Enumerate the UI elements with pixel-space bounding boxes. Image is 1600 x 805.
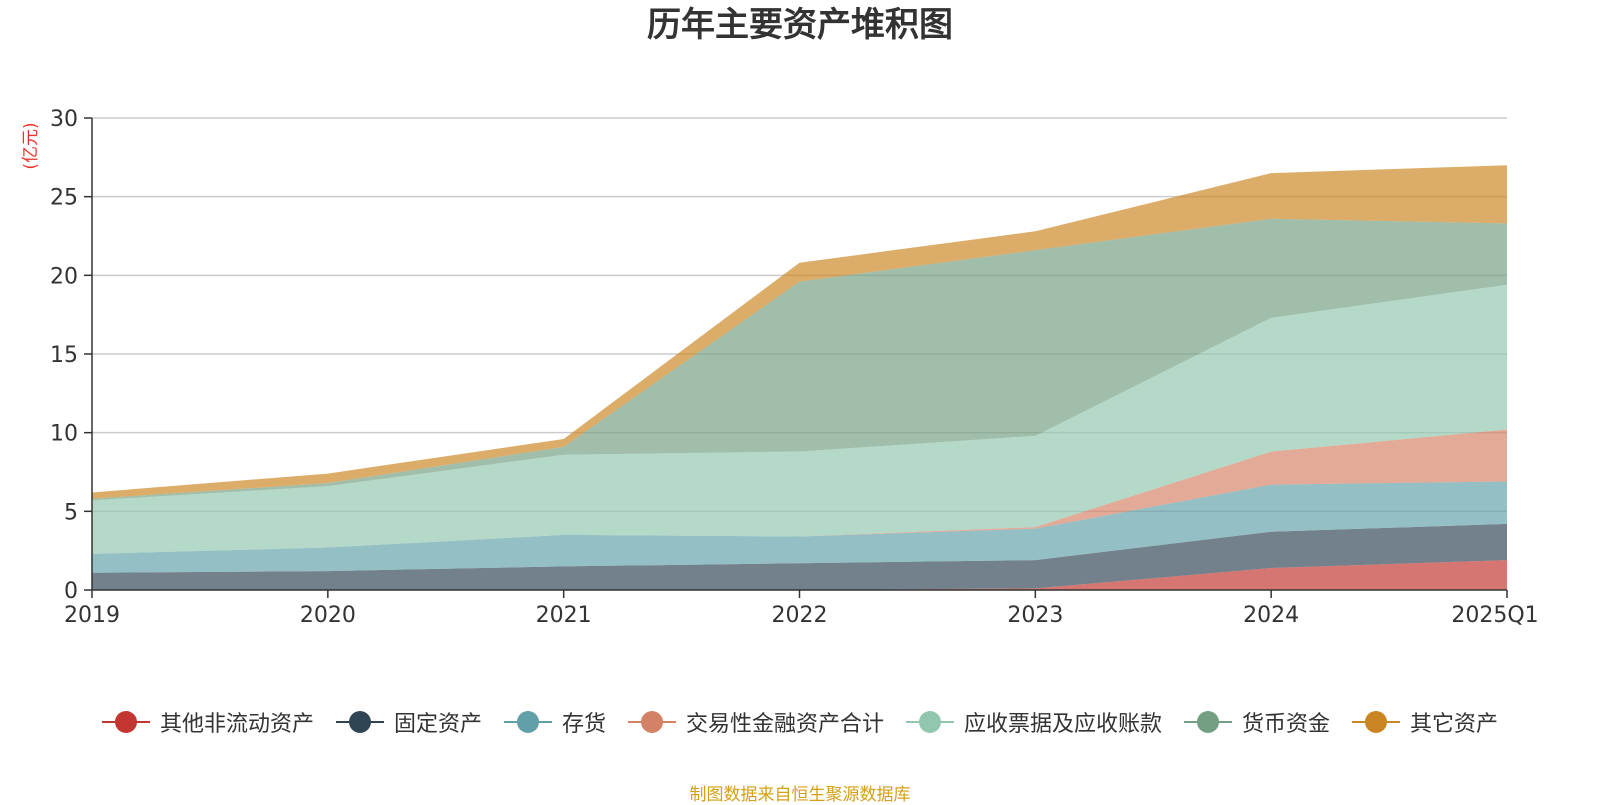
chart-legend: 其他非流动资产 固定资产 存货 交易性金融资产合计 应收票据及应收账款 货币资金 其它资产: [0, 706, 1600, 738]
y-axis-unit-label: (亿元): [21, 122, 41, 169]
x-tick-label: 2023: [1007, 603, 1063, 628]
y-tick-label: 15: [50, 343, 78, 368]
area-series-货币资金[interactable]: [92, 218, 1507, 501]
legend-item[interactable]: 其他非流动资产: [101, 706, 314, 738]
legend-item[interactable]: 固定资产: [335, 706, 482, 738]
legend-marker-icon: [101, 710, 150, 734]
area-series-其它资产[interactable]: [92, 165, 1507, 499]
legend-item[interactable]: 货币资金: [1184, 706, 1330, 738]
area-series-固定资产[interactable]: [92, 523, 1507, 590]
x-tick-label: 2025Q1: [1451, 603, 1538, 628]
legend-item[interactable]: 应收票据及应收账款: [906, 706, 1162, 738]
x-tick-label: 2021: [536, 603, 592, 628]
x-tick-label: 2022: [772, 603, 828, 628]
y-tick-label: 5: [64, 500, 78, 525]
legend-item[interactable]: 存货: [503, 706, 606, 738]
legend-label: 固定资产: [393, 712, 482, 737]
y-tick-label: 20: [50, 264, 78, 289]
area-series-应收票据及应收账款[interactable]: [92, 284, 1507, 554]
data-source-note: 制图数据来自恒生聚源数据库: [689, 785, 911, 805]
legend-item[interactable]: 交易性金融资产合计: [627, 706, 884, 738]
y-tick-label: 30: [50, 107, 78, 132]
legend-item[interactable]: 其它资产: [1352, 706, 1498, 738]
x-tick-label: 2019: [64, 603, 120, 628]
area-series: [92, 165, 1507, 590]
legend-marker-icon: [335, 710, 384, 734]
legend-label: 应收票据及应收账款: [964, 712, 1163, 737]
legend-marker-icon: [503, 710, 552, 734]
chart-title: 历年主要资产堆积图: [647, 5, 953, 45]
area-series-交易性金融资产合计[interactable]: [92, 429, 1507, 554]
area-series-存货[interactable]: [92, 481, 1507, 573]
legend-marker-icon: [627, 710, 676, 734]
x-tick-label: 2024: [1243, 603, 1299, 628]
axes: 0 5 10 15 20 25 30 2019 2020 2021 2022 2023 2024 2025…: [50, 107, 1539, 628]
legend-marker-icon: [1184, 710, 1233, 734]
y-tick-label: 0: [64, 579, 78, 604]
legend-marker-icon: [906, 710, 954, 734]
legend-label: 交易性金融资产合计: [685, 712, 884, 737]
legend-label: 其他非流动资产: [159, 712, 314, 737]
legend-label: 其它资产: [1410, 712, 1499, 737]
legend-marker-icon: [1352, 710, 1401, 734]
x-tick-label: 2020: [300, 603, 356, 628]
legend-label: 货币资金: [1242, 712, 1331, 737]
legend-label: 存货: [561, 712, 606, 737]
y-tick-label: 10: [50, 422, 78, 447]
area-series-其他非流动资产[interactable]: [92, 560, 1507, 590]
y-tick-label: 25: [50, 186, 78, 211]
